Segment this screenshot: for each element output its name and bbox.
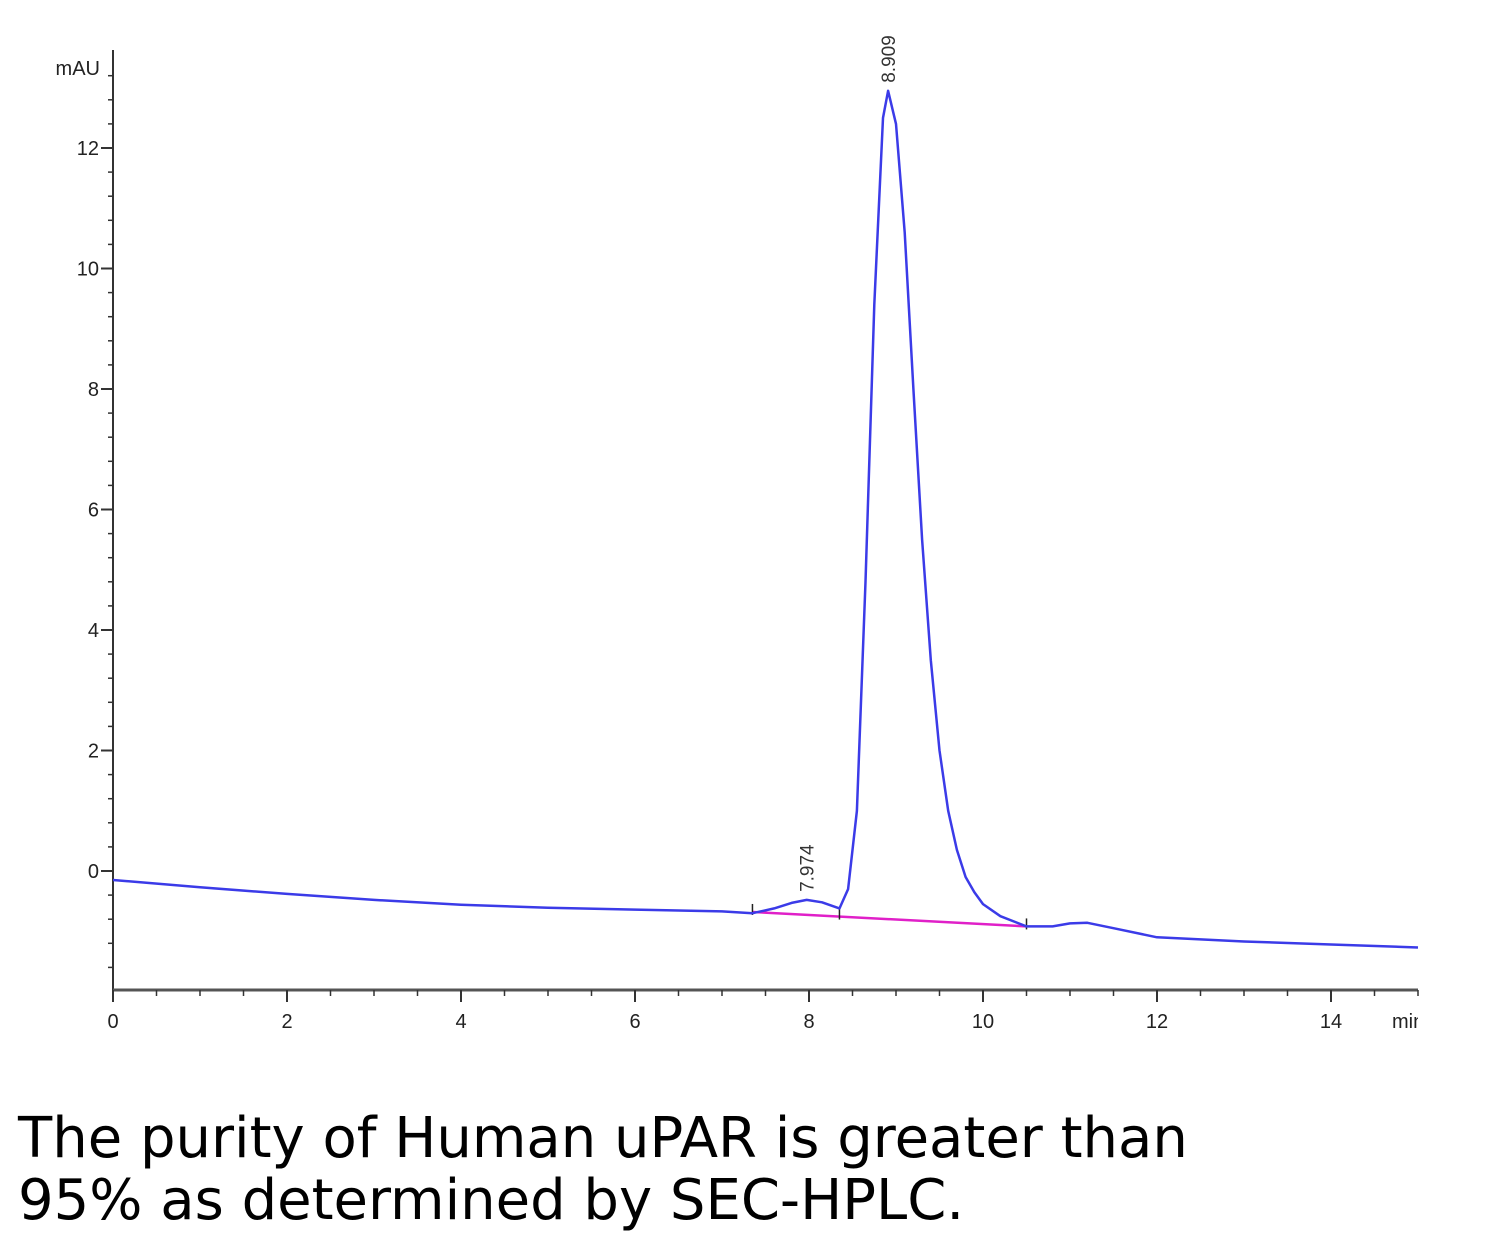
x-axis-unit-label: min <box>1392 1011 1424 1033</box>
x-tick-label: 8 <box>803 1011 814 1033</box>
chart-axes: 0 2 4 6 8 10 12 mAU 0 2 4 6 8 10 12 14 min <box>56 50 1424 1033</box>
baseline-line <box>752 910 1027 928</box>
x-tick-label: 4 <box>455 1011 466 1033</box>
y-tick-label: 10 <box>77 259 99 281</box>
chart-baselines <box>751 903 1028 930</box>
x-tick-label: 6 <box>629 1011 640 1033</box>
sec-hplc-chromatogram: 0 2 4 6 8 10 12 mAU 0 2 4 6 8 10 12 14 min 7.974 8.909 <box>56 35 1424 1033</box>
y-tick-label: 4 <box>88 620 99 642</box>
peak-retention-label: 7.974 <box>798 844 819 892</box>
chromatogram-trace-0 <box>112 89 1419 949</box>
x-tick-label: 12 <box>1146 1011 1168 1033</box>
x-tick-label: 2 <box>281 1011 292 1033</box>
caption-line-1: The purity of Human uPAR is greater than <box>18 1106 1188 1171</box>
figure-caption: The purity of Human uPAR is greater than… <box>18 1108 1318 1232</box>
y-axis-unit-label: mAU <box>56 58 100 80</box>
x-tick-label: 10 <box>972 1011 994 1033</box>
y-tick-label: 12 <box>77 138 99 160</box>
y-tick-label: 6 <box>88 500 99 522</box>
y-tick-label: 0 <box>88 861 99 883</box>
y-tick-label: 8 <box>88 379 99 401</box>
chart-peak-labels: 7.974 8.909 <box>798 35 900 892</box>
caption-line-2: 95% as determined by SEC-HPLC. <box>18 1168 965 1233</box>
chart-series <box>112 89 1419 949</box>
peak-retention-label: 8.909 <box>879 35 900 83</box>
y-tick-label: 2 <box>88 741 99 763</box>
x-tick-label: 14 <box>1320 1011 1342 1033</box>
x-tick-label: 0 <box>107 1011 118 1033</box>
